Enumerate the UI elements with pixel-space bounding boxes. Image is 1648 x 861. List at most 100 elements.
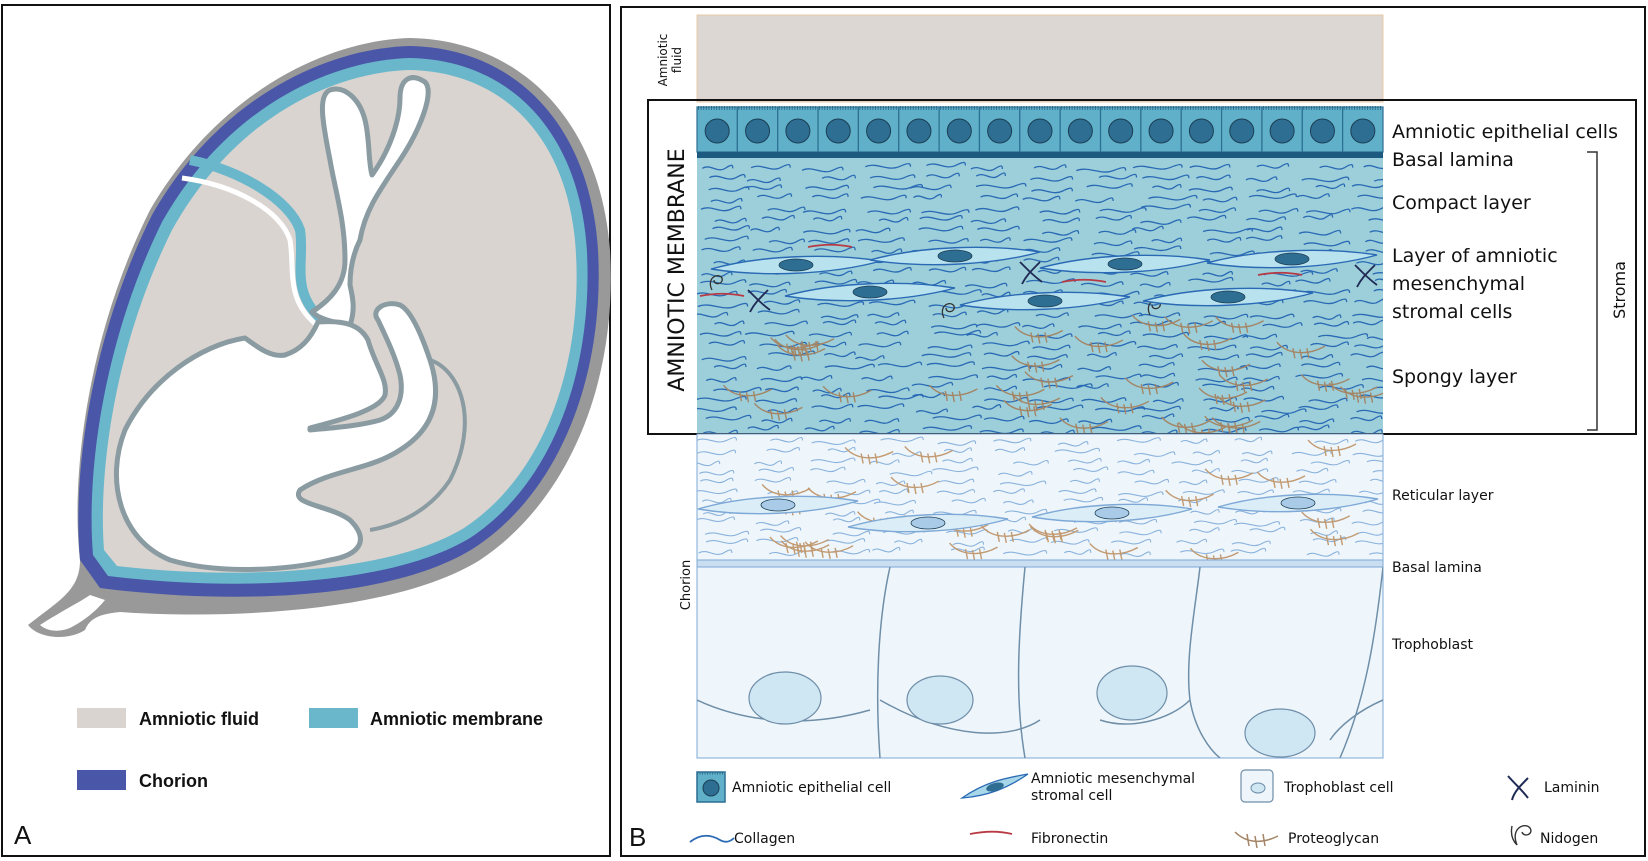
collagen-fiber bbox=[708, 339, 746, 346]
chorion-collagen-fiber bbox=[701, 497, 732, 504]
legend-proteoglycan: Proteoglycan bbox=[1234, 831, 1379, 849]
collagen-fiber bbox=[1076, 383, 1109, 389]
collagen-fiber bbox=[814, 278, 858, 285]
stroma-bracket bbox=[1587, 151, 1598, 431]
collagen-fiber bbox=[975, 172, 1006, 179]
epithelial-nucleus bbox=[1269, 118, 1295, 144]
collagen-fiber bbox=[1097, 330, 1131, 337]
collagen-fiber bbox=[709, 173, 746, 180]
chorion-collagen-fiber bbox=[700, 477, 734, 484]
chorion-fibroblast-nucleus bbox=[760, 498, 796, 512]
chorion-proteoglycan bbox=[1189, 547, 1239, 560]
collagen-fiber bbox=[1203, 396, 1238, 403]
proteoglycan-fiber bbox=[1219, 374, 1269, 393]
chorion-collagen-fiber bbox=[880, 436, 924, 443]
collagen-fiber bbox=[982, 340, 1030, 347]
collagen-fiber bbox=[713, 363, 747, 370]
proteoglycan-fiber bbox=[776, 344, 826, 362]
collagen-fiber bbox=[1300, 268, 1338, 274]
collagen-fiber bbox=[1026, 354, 1068, 360]
chorion-collagen-fiber bbox=[755, 520, 790, 526]
collagen-fiber bbox=[970, 218, 1007, 224]
collagen-fiber bbox=[697, 311, 729, 318]
proteoglycan-icon bbox=[1234, 831, 1279, 849]
collagen-fiber bbox=[867, 312, 900, 318]
fetus-arm bbox=[369, 358, 467, 532]
chorion-collagen-fiber bbox=[770, 437, 803, 443]
chorion-collagen-fiber bbox=[810, 466, 846, 473]
collagen-fiber bbox=[1138, 362, 1175, 368]
collagen-fiber bbox=[977, 225, 1020, 232]
proteoglycan-fiber bbox=[753, 402, 803, 421]
collagen-fiber bbox=[918, 225, 964, 232]
legend-label-chorion: Chorion bbox=[139, 771, 208, 791]
collagen-fiber bbox=[1202, 427, 1247, 433]
tail-inner bbox=[40, 595, 105, 631]
chorion-collagen-fiber bbox=[1182, 489, 1225, 495]
chorion-collagen-fiber bbox=[1368, 552, 1383, 555]
label-chorion-basal-lamina: Basal lamina bbox=[1392, 560, 1482, 576]
chorion-collagen-fiber bbox=[950, 546, 985, 553]
collagen-fiber bbox=[1141, 372, 1176, 379]
chorion-collagen-fiber bbox=[1354, 439, 1383, 444]
collagen-fiber bbox=[1202, 270, 1234, 277]
legend-trophoblast-cell: Trophoblast cell bbox=[1240, 769, 1394, 803]
collagen-fiber bbox=[1148, 353, 1184, 360]
collagen-fiber bbox=[714, 217, 747, 224]
collagen-fiber bbox=[699, 330, 742, 337]
collagen-fiber bbox=[1361, 377, 1383, 382]
collagen-fiber bbox=[820, 314, 859, 320]
chorion-collagen-fiber bbox=[889, 470, 933, 477]
chorion-collagen-fiber bbox=[1002, 550, 1048, 556]
amniotic-fluid-label-line2: fluid bbox=[670, 47, 684, 73]
collagen-fiber bbox=[934, 329, 982, 336]
collagen-fiber bbox=[922, 425, 973, 431]
chorion-collagen-fiber bbox=[697, 460, 721, 467]
chorion-collagen-fiber bbox=[1179, 548, 1225, 555]
collagen-fiber bbox=[1357, 194, 1383, 199]
collagen-fiber bbox=[871, 248, 903, 255]
chorion-collagen-fiber bbox=[826, 478, 866, 485]
collagen-fiber bbox=[747, 288, 788, 295]
collagen-fiber bbox=[1028, 397, 1074, 404]
panel-a: Amniotic fluid Amniotic membrane Chorion… bbox=[1, 4, 611, 857]
chorion-collagen-fiber bbox=[1192, 449, 1220, 456]
chorion-collagen-fiber bbox=[1058, 488, 1097, 494]
collagen-fiber bbox=[768, 238, 806, 245]
chorion-collagen-fiber bbox=[1237, 489, 1274, 495]
collagen-fiber bbox=[1141, 413, 1175, 420]
collagen-fiber bbox=[1369, 230, 1383, 234]
collagen-fiber bbox=[915, 408, 949, 415]
chorion-collagen-fiber bbox=[936, 489, 976, 495]
collagen-fiber bbox=[1374, 278, 1383, 282]
proteoglycan-fiber bbox=[1059, 417, 1109, 434]
chorion-collagen-fiber bbox=[697, 516, 735, 522]
collagen-fiber bbox=[975, 206, 1020, 213]
collagen-fiber bbox=[1093, 240, 1133, 247]
amniotic-fluid-region bbox=[696, 14, 1384, 103]
legend-fibronectin: Fibronectin bbox=[969, 830, 1108, 847]
collagen-fiber bbox=[1081, 397, 1127, 403]
collagen-fiber bbox=[1303, 298, 1348, 305]
chorion-collagen-fiber bbox=[1069, 478, 1100, 484]
collagen-fiber bbox=[928, 374, 979, 381]
collagen-fiber bbox=[1080, 281, 1124, 287]
collagen-fiber bbox=[1363, 164, 1383, 170]
chorion-collagen-fiber bbox=[754, 477, 792, 483]
chorion-collagen-fiber bbox=[705, 538, 749, 544]
fetus-torso bbox=[113, 301, 438, 572]
chorion-fibroblast-nucleus bbox=[1280, 496, 1316, 510]
proteoglycan-fiber bbox=[1124, 377, 1174, 396]
collagen-fiber bbox=[1021, 247, 1061, 253]
collagen-fiber bbox=[981, 291, 1011, 298]
chorion-collagen-fiber bbox=[824, 511, 856, 517]
collagen-fiber bbox=[817, 301, 865, 307]
chorion-collagen-fiber bbox=[832, 516, 861, 523]
laminin-fiber bbox=[1019, 261, 1043, 285]
collagen-fiber bbox=[821, 174, 856, 181]
epithelial-nucleus bbox=[1027, 118, 1053, 144]
chorion-proteoglycan bbox=[780, 540, 830, 558]
collagen-fiber bbox=[750, 226, 780, 233]
collagen-fiber bbox=[1203, 313, 1249, 320]
chorion-proteoglycan bbox=[1307, 439, 1357, 458]
